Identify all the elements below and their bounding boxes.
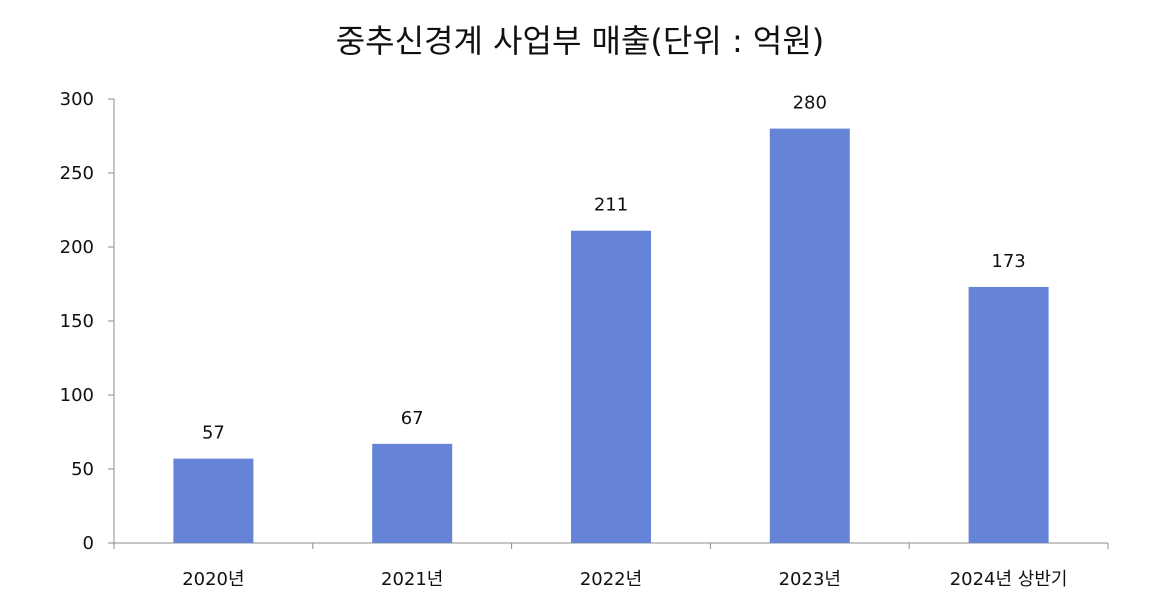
bar — [372, 443, 453, 543]
data-label: 211 — [594, 195, 628, 216]
data-label: 280 — [793, 93, 827, 114]
chart-title: 중추신경계 사업부 매출(단위 : 억원) — [336, 22, 825, 60]
y-tick-label: 100 — [60, 385, 94, 406]
bars-group — [173, 128, 1049, 543]
x-category-label: 2023년 — [779, 569, 841, 590]
bar — [173, 458, 254, 543]
x-category-label: 2022년 — [580, 569, 642, 590]
x-category-label: 2020년 — [182, 569, 244, 590]
labels-group: 57 2020년 67 2021년 211 2022년 280 2023년 173 2024년 상… — [182, 93, 1067, 590]
bar — [571, 230, 651, 543]
x-category-label: 2024년 상반기 — [950, 569, 1068, 590]
data-label: 173 — [991, 251, 1025, 272]
y-tick-label: 200 — [60, 237, 94, 258]
y-tick-label: 50 — [71, 459, 94, 480]
x-category-label: 2021년 — [381, 569, 443, 590]
y-tick-label: 150 — [60, 311, 94, 332]
y-tick-label: 0 — [83, 533, 94, 554]
axes: 0 50 100 150 200 250 300 — [60, 89, 1109, 554]
data-label: 57 — [202, 423, 225, 444]
bar — [968, 286, 1049, 543]
data-label: 67 — [401, 408, 424, 429]
bar — [769, 128, 850, 543]
y-tick-label: 300 — [60, 89, 94, 110]
y-tick-label: 250 — [60, 163, 94, 184]
